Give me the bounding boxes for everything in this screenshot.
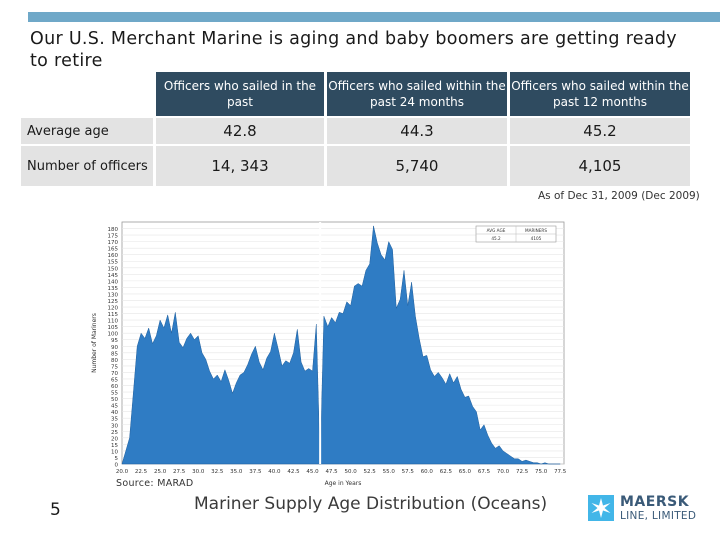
x-tick-label: 47.5 (325, 469, 338, 475)
x-tick-label: 20.0 (116, 469, 129, 475)
y-tick-label: 65 (111, 377, 118, 383)
as-of-date: As of Dec 31, 2009 (Dec 2009) (538, 190, 700, 202)
table-row: Number of officers 14, 343 5,740 4,105 (21, 146, 690, 186)
y-tick-label: 5 (115, 456, 119, 462)
chart-caption: Mariner Supply Age Distribution (Oceans) (194, 494, 548, 514)
y-tick-label: 135 (108, 286, 119, 292)
age-distribution-chart: 0 5 10 15 20 25 30 35 40 45 50 55 60 65 70 75 80 85 90 95 10… (84, 206, 584, 488)
x-tick-label: 25.0 (154, 469, 167, 475)
x-tick-label: 52.5 (364, 469, 377, 475)
y-tick-label: 175 (108, 234, 119, 240)
column-header: Officers who sailed within the past 24 m… (327, 72, 507, 116)
table-header-row: Officers who sailed in the past Officers… (21, 72, 690, 116)
y-tick-label: 85 (111, 351, 118, 357)
logo-line-1: MAERSK (620, 494, 690, 510)
legend-value: 45.2 (491, 236, 501, 241)
table-row: Average age 42.8 44.3 45.2 (21, 118, 690, 144)
legend-header: MARINERS (525, 228, 547, 233)
x-tick-label: 40.0 (268, 469, 281, 475)
legend-value: 4105 (531, 236, 542, 241)
x-tick-label: 65.0 (459, 469, 472, 475)
y-tick-label: 70 (111, 371, 118, 377)
x-axis-label: Age in Years (325, 480, 362, 487)
x-tick-label: 55.0 (383, 469, 396, 475)
x-tick-label: 62.5 (440, 469, 453, 475)
y-tick-label: 90 (111, 345, 118, 351)
table-corner (21, 72, 153, 116)
y-tick-label: 45 (111, 404, 118, 410)
source-note: Source: MARAD (116, 478, 194, 489)
y-axis-label: Number of Mariners (91, 313, 98, 373)
column-header: Officers who sailed within the past 12 m… (510, 72, 690, 116)
y-tick-label: 100 (108, 332, 119, 338)
y-tick-label: 10 (111, 449, 118, 455)
x-tick-label: 50.0 (344, 469, 357, 475)
x-tick-label: 67.5 (478, 469, 491, 475)
legend-header: AVG AGE (487, 228, 506, 233)
x-tick-label: 75.0 (535, 469, 548, 475)
y-tick-label: 165 (108, 247, 119, 253)
maersk-logo: MAERSK LINE, LIMITED (588, 492, 706, 526)
x-tick-label: 30.0 (192, 469, 205, 475)
y-tick-label: 115 (108, 312, 119, 318)
x-tick-label: 72.5 (516, 469, 529, 475)
x-tick-label: 37.5 (249, 469, 262, 475)
y-tick-label: 150 (108, 266, 119, 272)
page-number: 5 (50, 500, 61, 520)
y-tick-label: 155 (108, 260, 119, 266)
y-tick-label: 160 (108, 253, 119, 259)
officer-stats-table: Officers who sailed in the past Officers… (18, 70, 693, 188)
y-tick-label: 60 (111, 384, 118, 390)
y-tick-label: 95 (111, 338, 118, 344)
y-tick-label: 130 (108, 292, 119, 298)
y-tick-label: 180 (108, 227, 119, 233)
y-tick-label: 0 (115, 463, 119, 469)
area-series (121, 225, 561, 465)
x-tick-label: 32.5 (211, 469, 224, 475)
y-tick-label: 40 (111, 410, 118, 416)
table-cell: 44.3 (327, 118, 507, 144)
star-icon (588, 495, 614, 521)
y-tick-label: 145 (108, 273, 119, 279)
row-label: Number of officers (21, 146, 153, 186)
y-tick-label: 75 (111, 364, 118, 370)
y-tick-label: 15 (111, 443, 118, 449)
y-tick-label: 125 (108, 299, 119, 305)
y-tick-label: 35 (111, 417, 118, 423)
y-tick-label: 55 (111, 391, 118, 397)
y-tick-label: 50 (111, 397, 118, 403)
column-header: Officers who sailed in the past (156, 72, 324, 116)
y-tick-label: 120 (108, 306, 119, 312)
y-tick-label: 20 (111, 436, 118, 442)
y-tick-label: 110 (108, 319, 119, 325)
y-tick-label: 25 (111, 430, 118, 436)
x-tick-label: 57.5 (402, 469, 415, 475)
x-tick-label: 42.5 (287, 469, 300, 475)
y-tick-label: 140 (108, 279, 119, 285)
x-tick-label: 35.0 (230, 469, 243, 475)
x-tick-label: 22.5 (135, 469, 148, 475)
row-label: Average age (21, 118, 153, 144)
accent-bar (28, 12, 720, 22)
table-cell: 42.8 (156, 118, 324, 144)
y-tick-label: 170 (108, 240, 119, 246)
table-cell: 14, 343 (156, 146, 324, 186)
x-tick-label: 60.0 (421, 469, 434, 475)
y-tick-label: 80 (111, 358, 118, 364)
x-tick-label: 77.5 (554, 469, 567, 475)
table-cell: 4,105 (510, 146, 690, 186)
table-cell: 45.2 (510, 118, 690, 144)
slide-title: Our U.S. Merchant Marine is aging and ba… (30, 29, 677, 71)
x-tick-label: 45.0 (306, 469, 319, 475)
logo-line-2: LINE, LIMITED (620, 510, 697, 522)
x-tick-label: 27.5 (173, 469, 186, 475)
y-tick-label: 105 (108, 325, 119, 331)
y-tick-label: 30 (111, 423, 118, 429)
x-tick-label: 70.0 (497, 469, 510, 475)
chart-svg: 0510152025303540455055606570758085909510… (91, 221, 567, 487)
table-cell: 5,740 (327, 146, 507, 186)
